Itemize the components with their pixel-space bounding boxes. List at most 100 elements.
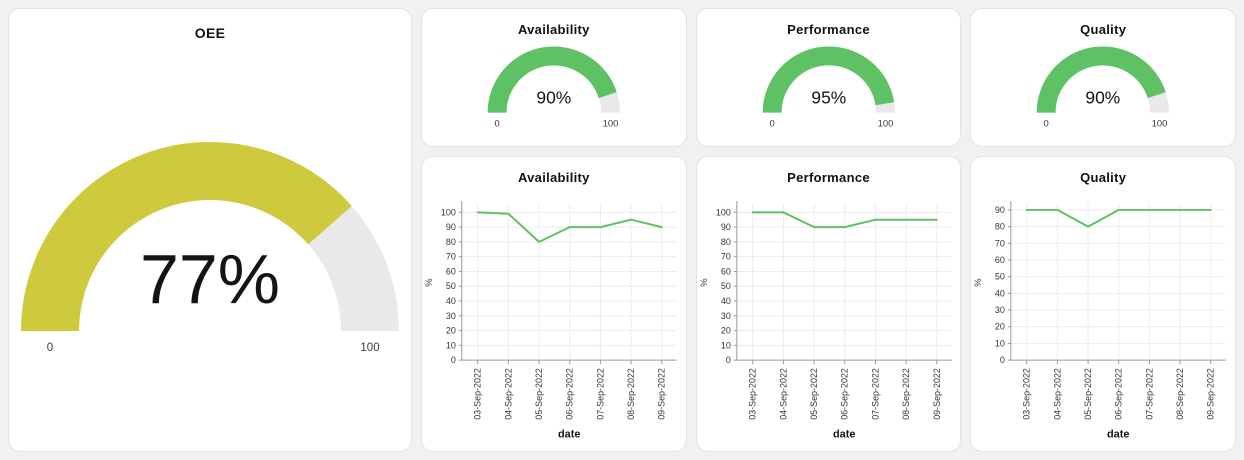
x-tick-label: 07-Sep-2022	[1145, 368, 1155, 420]
availability-trend-chart: 0 10 20 30 40 50 60 70 80 90 100 03-Sep-2022 04-Sep-…	[424, 200, 677, 441]
y-tick-label: 60	[721, 266, 731, 276]
availability-gauge-title: Availability	[517, 22, 590, 37]
performance-trend-card: Performance 0 10 20 30 40 50 60 70 80 90 100 03-Sep…	[695, 156, 962, 452]
x-tick-label: 06-Sep-2022	[1114, 368, 1124, 420]
performance-trend-chart: 0 10 20 30 40 50 60 70 80 90 100 03-Sep-2022 04-Sep-…	[699, 200, 952, 441]
trend-line	[751, 211, 938, 229]
gauge-max-label: 100	[877, 119, 893, 130]
y-tick-label: 90	[446, 222, 456, 232]
y-tick-label: 80	[446, 237, 456, 247]
x-tick-label: 06-Sep-2022	[565, 368, 575, 420]
y-tick-label: 50	[446, 281, 456, 291]
x-tick-label: 07-Sep-2022	[595, 368, 605, 420]
y-tick-label: 10	[721, 340, 731, 350]
y-tick-label: 10	[446, 340, 456, 350]
gauge-max-label: 100	[360, 342, 379, 354]
x-axis-title: date	[558, 429, 581, 441]
availability-gauge: 90% 0 100	[487, 46, 620, 130]
quality-gauge: 90% 0 100	[1036, 46, 1170, 130]
y-tick-label: 20	[995, 322, 1005, 332]
y-axis-title: %	[424, 278, 435, 287]
x-tick-label: 08-Sep-2022	[901, 368, 911, 420]
y-tick-label: 90	[721, 222, 731, 232]
y-tick-label: 0	[1000, 355, 1005, 365]
performance-gauge: 95% 0 100	[762, 46, 895, 130]
y-tick-label: 20	[721, 326, 731, 336]
gauge-min-label: 0	[1044, 119, 1049, 130]
oee-card-title: OEE	[194, 25, 226, 41]
x-tick-label: 06-Sep-2022	[839, 368, 849, 420]
y-tick-label: 0	[726, 355, 731, 365]
y-tick-label: 70	[721, 252, 731, 262]
gauge-max-label: 100	[603, 119, 619, 130]
availability-gauge-card: Availability 90% 0 100	[421, 8, 687, 147]
gauge-fill	[1036, 46, 1167, 113]
y-axis-title: %	[973, 278, 984, 287]
x-tick-label: 07-Sep-2022	[870, 368, 880, 420]
x-tick-label: 09-Sep-2022	[657, 368, 667, 420]
gauge-fill	[487, 46, 617, 113]
y-tick-label: 0	[451, 355, 456, 365]
performance-gauge-title: Performance	[787, 22, 870, 37]
y-tick-label: 50	[995, 272, 1005, 282]
x-tick-label: 03-Sep-2022	[747, 368, 757, 420]
quality-trend-chart: 0 10 20 30 40 50 60 70 80 90 03-Sep-2022 04-Sep-202…	[973, 200, 1227, 441]
availability-trend-card: Availability 0 10 20 30 40 50 60 70 80 90 100 03-Se…	[421, 156, 687, 452]
gauge-max-label: 100	[1152, 119, 1168, 130]
x-tick-label: 05-Sep-2022	[534, 368, 544, 420]
trend-line	[476, 211, 663, 243]
y-tick-label: 100	[441, 207, 456, 217]
y-tick-label: 40	[446, 296, 456, 306]
y-tick-label: 30	[446, 311, 456, 321]
x-tick-label: 09-Sep-2022	[1206, 368, 1216, 420]
x-tick-label: 05-Sep-2022	[1083, 368, 1093, 420]
y-tick-label: 100	[716, 207, 731, 217]
y-tick-label: 30	[995, 305, 1005, 315]
quality-gauge-title: Quality	[1080, 22, 1127, 37]
y-tick-label: 70	[995, 238, 1005, 248]
x-axis-title: date	[1107, 429, 1130, 441]
gauge-fill	[762, 46, 894, 113]
gauge-value-label: 95%	[811, 88, 846, 108]
y-tick-label: 40	[995, 288, 1005, 298]
y-tick-label: 40	[721, 296, 731, 306]
x-tick-label: 08-Sep-2022	[626, 368, 636, 420]
x-tick-label: 03-Sep-2022	[473, 368, 483, 420]
y-tick-label: 70	[446, 252, 456, 262]
performance-gauge-card: Performance 95% 0 100	[695, 8, 962, 147]
gauge-min-label: 0	[47, 342, 53, 354]
y-tick-label: 30	[721, 311, 731, 321]
x-tick-label: 04-Sep-2022	[503, 368, 513, 420]
x-tick-label: 04-Sep-2022	[778, 368, 788, 420]
availability-trend-title: Availability	[517, 170, 590, 185]
y-tick-label: 80	[721, 237, 731, 247]
x-tick-label: 04-Sep-2022	[1053, 368, 1063, 420]
gauge-min-label: 0	[769, 119, 774, 130]
oee-gauge-card: OEE 77% 0 100	[8, 8, 412, 452]
oee-gauge: 77% 0 100	[21, 142, 399, 354]
gauge-value-label: 90%	[536, 88, 571, 108]
y-tick-label: 60	[446, 266, 456, 276]
quality-trend-title: Quality	[1080, 170, 1127, 185]
trend-line	[1026, 208, 1213, 228]
x-tick-label: 03-Sep-2022	[1022, 368, 1032, 420]
y-tick-label: 50	[721, 281, 731, 291]
quality-gauge-card: Quality 90% 0 100	[970, 8, 1236, 147]
y-tick-label: 80	[995, 222, 1005, 232]
gauge-min-label: 0	[494, 119, 499, 130]
performance-trend-title: Performance	[787, 170, 870, 185]
gauge-value-label: 77%	[140, 240, 280, 318]
y-tick-label: 90	[995, 205, 1005, 215]
y-tick-label: 10	[995, 338, 1005, 348]
x-tick-label: 09-Sep-2022	[931, 368, 941, 420]
gauge-fill	[21, 142, 352, 332]
x-axis-title: date	[833, 429, 856, 441]
x-tick-label: 05-Sep-2022	[809, 368, 819, 420]
x-tick-label: 08-Sep-2022	[1175, 368, 1185, 420]
y-axis-title: %	[699, 278, 710, 287]
y-tick-label: 60	[995, 255, 1005, 265]
y-tick-label: 20	[446, 326, 456, 336]
gauge-value-label: 90%	[1086, 88, 1121, 108]
quality-trend-card: Quality 0 10 20 30 40 50 60 70 80 90 03-Sep-2022 04…	[970, 156, 1236, 452]
